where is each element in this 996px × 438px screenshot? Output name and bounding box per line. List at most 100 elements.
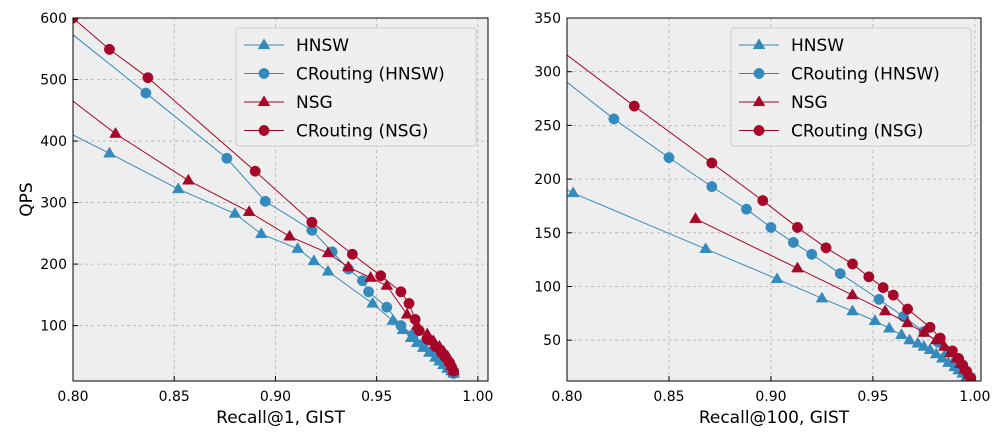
y-tick-label: 100 [534,279,561,295]
legend-item: CRouting (NSG) [244,122,428,142]
data-point [43,116,55,126]
data-point [567,186,580,198]
data-point [911,336,925,348]
legend: HNSW CRouting (HNSW) NSG CRouting (NSG) [235,27,477,147]
data-point [689,212,702,223]
legend-label: CRouting (HNSW) [296,65,445,85]
data-point [806,248,818,260]
data-point [868,314,882,325]
legend-marker [752,95,766,107]
data-point [341,260,355,272]
data-point [221,152,233,164]
data-point [903,333,916,345]
data-point [923,343,937,354]
data-point [699,242,713,253]
data-point [935,351,949,363]
data-point [608,113,620,125]
data-point [877,282,889,294]
data-point [846,288,859,300]
data-point [924,321,936,333]
y-tick-label: 300 [40,196,67,212]
x-axis-label: Recall@100, GIST [699,408,850,428]
data-point [413,325,425,336]
data-point [109,126,122,138]
x-tick-label: 0.95 [361,389,392,405]
data-point [847,258,858,270]
data-point [792,221,803,233]
data-point [228,206,242,218]
data-point [307,254,321,266]
data-point [882,321,896,333]
data-point [878,304,892,316]
legend-label: NSG [791,93,828,113]
legend-label: NSG [296,93,333,113]
data-point [863,271,875,283]
data-point [663,152,675,164]
data-point [902,303,914,315]
x-tick-label: 0.85 [653,389,684,405]
data-point [31,0,41,10]
data-point [140,87,152,99]
series-group [520,54,977,381]
data-point [757,195,769,207]
data-point [346,248,358,260]
x-tick-label: 0.80 [551,389,582,405]
legend-box [730,27,972,147]
legend-marker [753,68,765,79]
data-point [409,314,421,325]
data-point [741,203,752,215]
y-tick-label: 600 [40,11,67,27]
y-tick-label: 200 [534,172,561,188]
data-point [791,261,804,273]
chart-1: 0.80 0.85 0.90 0.95 1.00 100 200 300 400 500 600 Re… [17,0,493,428]
data-point [887,289,899,301]
x-axis-label: Recall@1, GIST [216,408,345,428]
data-point [321,246,335,258]
data-point [403,298,415,309]
data-point [448,365,460,377]
data-point [873,293,885,305]
x-tick-label: 0.95 [857,389,888,405]
legend-item: HNSW [739,36,844,56]
x-tick-label: 1.00 [462,389,493,405]
x-tick-label: 0.85 [159,389,190,405]
legend-label: CRouting (NSG) [296,122,428,142]
data-point [395,320,407,332]
series-crouting-nsg [567,54,977,381]
data-point [765,221,777,233]
legend-box [235,27,477,147]
legend-item: NSG [739,93,828,113]
legend-item: NSG [244,93,333,113]
data-point [929,347,943,359]
data-point [259,195,271,207]
data-point [103,43,115,55]
data-point [380,278,394,290]
legend-marker [258,125,270,136]
data-point [249,165,261,177]
data-point [321,264,335,276]
data-point [182,173,195,185]
y-axis-label: QPS [17,182,37,216]
legend-item: CRouting (HNSW) [244,65,445,85]
x-tick-label: 0.80 [57,389,88,405]
data-point [364,270,377,282]
data-point [787,237,799,248]
legend-marker [752,38,766,50]
data-point [363,286,375,298]
legend-marker [257,38,271,50]
y-tick-label: 400 [40,134,67,150]
axes-frame [72,17,489,382]
x-tick-label: 0.90 [260,389,291,405]
data-point [520,162,532,172]
data-point [706,181,718,193]
data-point [895,328,908,339]
y-tick-label: 350 [534,11,561,27]
data-point [381,301,393,313]
x-tick-label: 0.90 [755,389,786,405]
data-point [965,372,977,381]
axes-frame [566,17,982,382]
data-point [834,268,846,280]
data-point [820,242,832,254]
data-point [421,333,433,345]
legend-marker [258,68,270,79]
